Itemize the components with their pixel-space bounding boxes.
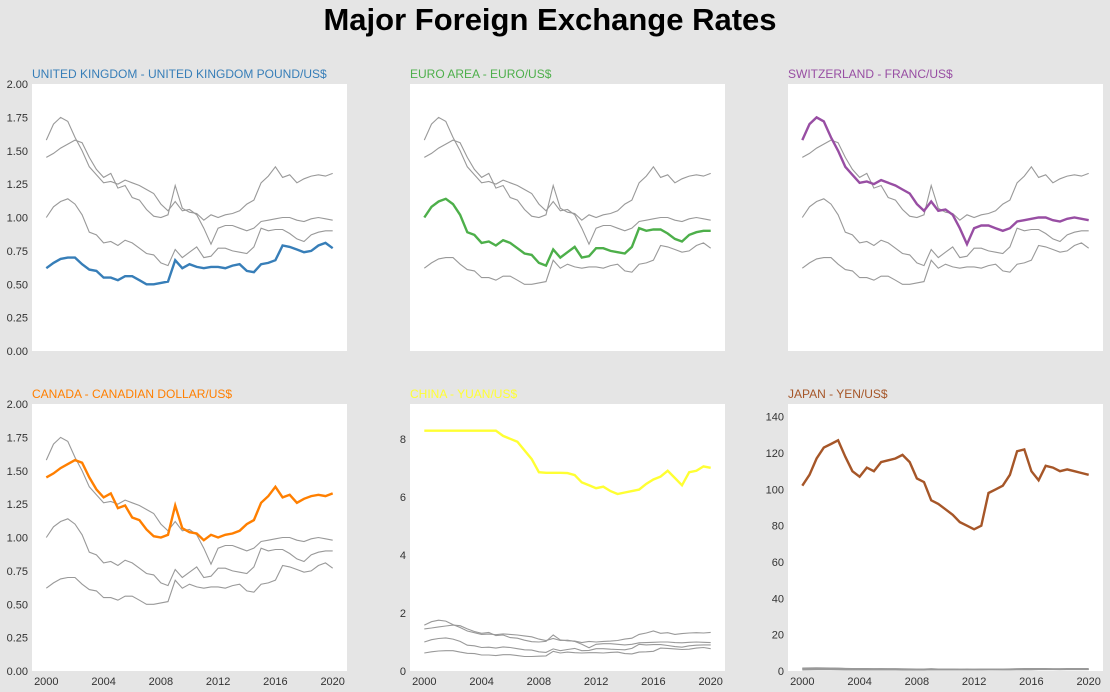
y-tick-label: 0.50: [7, 599, 28, 611]
y-tick-label: 1.25: [7, 499, 28, 511]
y-tick-label: 1.00: [7, 213, 28, 225]
x-tick-label: 2008: [905, 676, 929, 688]
panel-title: CANADA - CANADIAN DOLLAR/US$: [32, 387, 232, 401]
y-tick-label: 1.25: [7, 179, 28, 191]
y-tick-label: 0: [400, 666, 406, 678]
panel-ch: SWITZERLAND - FRANC/US$: [788, 67, 1103, 351]
series-line-highlight: [801, 438, 1089, 531]
series-line-ca: [802, 139, 1089, 221]
y-tick-label: 1.75: [7, 432, 28, 444]
series-line-highlight: [45, 458, 334, 542]
plot-area: [410, 404, 725, 671]
y-tick-label: 0.75: [7, 566, 28, 578]
y-tick-label: 2.00: [7, 79, 28, 91]
plot-area: [788, 84, 1103, 351]
series-line-eu: [45, 518, 333, 587]
x-tick-label: 2016: [263, 676, 287, 688]
y-tick-label: 1.75: [7, 112, 28, 124]
x-tick-label: 2004: [469, 676, 493, 688]
y-tick-label: 60: [772, 557, 784, 569]
series-line-ca: [46, 139, 333, 221]
series-line-ch: [45, 436, 333, 566]
series-line-highlight: [801, 115, 1089, 248]
y-tick-label: 120: [766, 448, 784, 460]
y-tick-label: 0.75: [7, 246, 28, 258]
panel-title: JAPAN - YEN/US$: [788, 387, 888, 401]
y-tick-label: 0.00: [7, 666, 28, 678]
y-tick-label: 1.50: [7, 466, 28, 478]
plot-area: [32, 404, 347, 671]
panel-uk: UNITED KINGDOM - UNITED KINGDOM POUND/US…: [7, 67, 347, 358]
main-title: Major Foreign Exchange Rates: [323, 2, 777, 37]
x-tick-label: 2000: [790, 676, 814, 688]
y-tick-label: 1.50: [7, 146, 28, 158]
y-tick-label: 2.00: [7, 399, 28, 411]
plot-area: [788, 404, 1103, 671]
x-tick-label: 2012: [584, 676, 608, 688]
plot-area: [32, 84, 347, 351]
panel-title: SWITZERLAND - FRANC/US$: [788, 67, 953, 81]
x-tick-label: 2012: [206, 676, 230, 688]
series-line-ca: [424, 624, 711, 644]
series-line-eu: [45, 198, 333, 267]
plot-area: [410, 84, 725, 351]
panel-ca: CANADA - CANADIAN DOLLAR/US$ 0.00 0.25 0.50…: [7, 387, 347, 688]
series-line-highlight: [423, 197, 711, 268]
panel-jp: JAPAN - YEN/US$ 0 20 40 60 80 100 120 140 2000 200…: [766, 387, 1103, 688]
series-line-ca: [802, 667, 1089, 670]
x-tick-label: 2016: [641, 676, 665, 688]
y-tick-label: 140: [766, 412, 784, 424]
x-tick-label: 2016: [1019, 676, 1043, 688]
x-tick-label: 2008: [149, 676, 173, 688]
series-line-uk: [801, 242, 1090, 285]
series-line-uk: [424, 646, 711, 658]
series-line-ch: [424, 619, 711, 649]
x-tick-label: 2020: [320, 676, 344, 688]
series-line-ch: [423, 116, 711, 246]
x-tick-label: 2000: [412, 676, 436, 688]
y-tick-label: 2: [400, 608, 406, 620]
x-tick-label: 2000: [34, 676, 58, 688]
series-line-eu: [424, 637, 711, 653]
series-line-ca: [424, 139, 711, 221]
y-tick-label: 8: [400, 434, 406, 446]
series-line-highlight: [424, 429, 711, 496]
y-tick-label: 80: [772, 521, 784, 533]
y-tick-label: 0.50: [7, 279, 28, 291]
x-tick-label: 2004: [91, 676, 115, 688]
panel-title: UNITED KINGDOM - UNITED KINGDOM POUND/US…: [32, 67, 327, 81]
panel-title: CHINA - YUAN/US$: [410, 387, 517, 401]
x-tick-label: 2020: [698, 676, 722, 688]
y-tick-label: 0.25: [7, 313, 28, 325]
series-line-uk: [45, 562, 334, 605]
series-line-uk: [423, 242, 712, 285]
y-tick-label: 0.25: [7, 633, 28, 645]
y-tick-label: 100: [766, 484, 784, 496]
y-tick-label: 0.00: [7, 346, 28, 358]
series-line-highlight: [45, 241, 334, 286]
x-tick-label: 2020: [1076, 676, 1100, 688]
y-tick-label: 20: [772, 630, 784, 642]
y-tick-label: 1.00: [7, 533, 28, 545]
y-tick-label: 0: [778, 666, 784, 678]
panel-title: EURO AREA - EURO/US$: [410, 67, 552, 81]
panel-eu: EURO AREA - EURO/US$: [410, 67, 725, 351]
x-tick-label: 2004: [847, 676, 871, 688]
x-tick-label: 2012: [962, 676, 986, 688]
panel-cn: CHINA - YUAN/US$ 0 2 4 6 8 2000 2004 2008 2012 201…: [400, 387, 725, 688]
y-tick-label: 4: [400, 550, 406, 562]
series-line-ch: [45, 116, 333, 246]
series-line-eu: [801, 198, 1089, 267]
y-tick-label: 6: [400, 492, 406, 504]
y-tick-label: 40: [772, 593, 784, 605]
x-tick-label: 2008: [527, 676, 551, 688]
